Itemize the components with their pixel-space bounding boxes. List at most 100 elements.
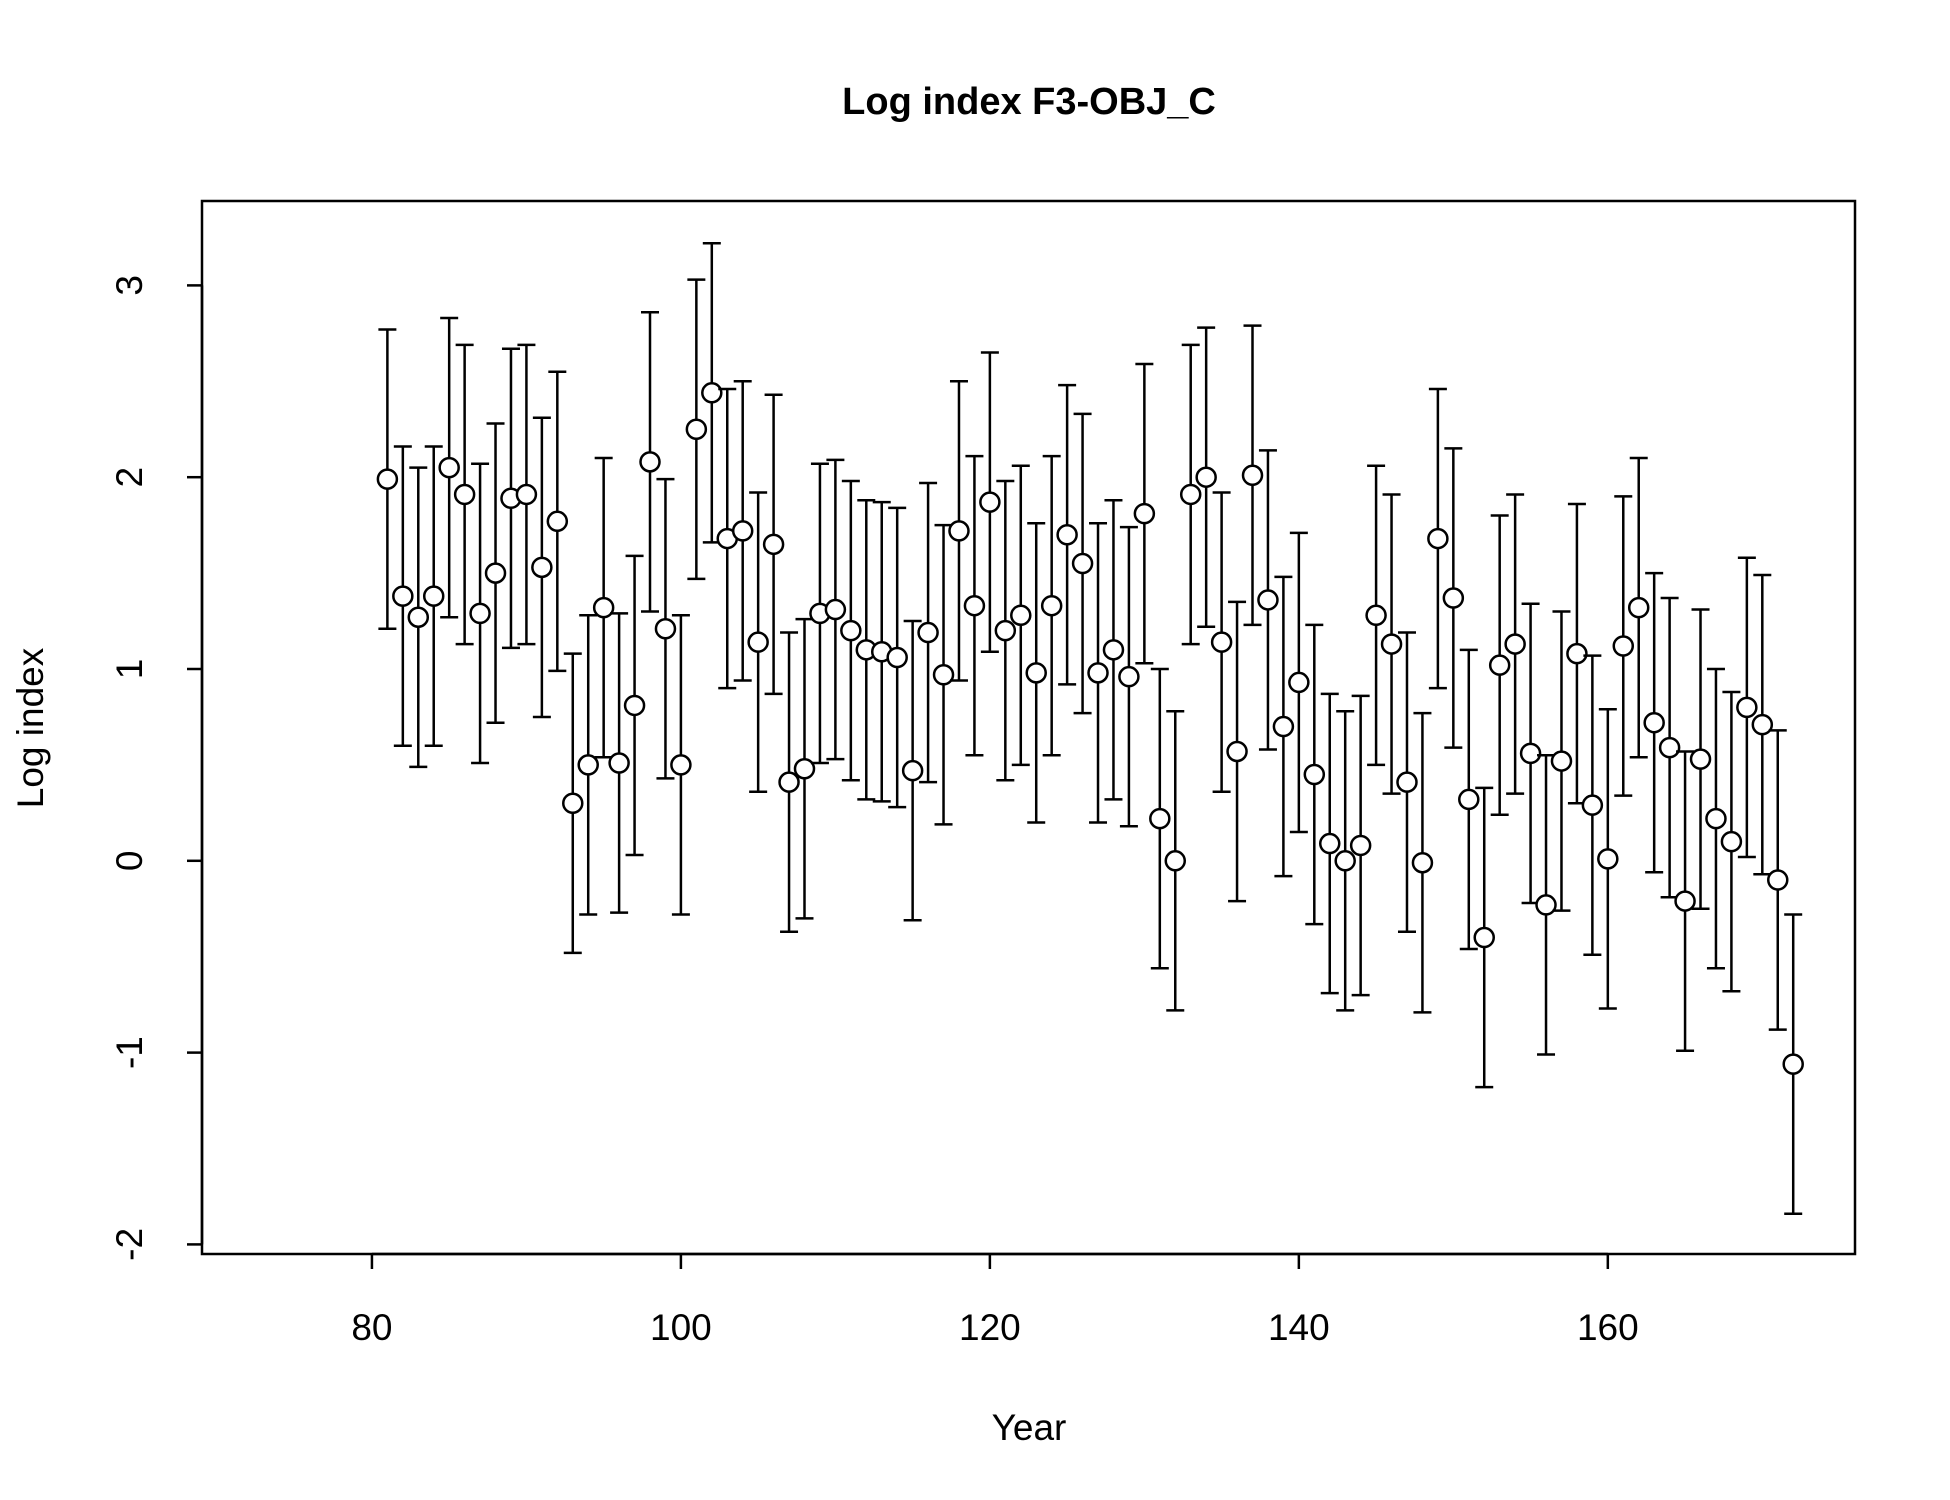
point (1705, 807, 1727, 830)
point (1010, 604, 1032, 627)
point (824, 598, 847, 621)
point (979, 491, 1001, 513)
point (701, 382, 723, 404)
point (1272, 715, 1295, 738)
y-tick-label: -2 (109, 1228, 150, 1261)
point (546, 510, 569, 533)
point (515, 483, 538, 506)
point (1751, 713, 1774, 736)
point (1720, 830, 1743, 853)
point (1056, 523, 1078, 546)
y-axis-label: Log index (10, 647, 51, 808)
point (886, 646, 908, 669)
y-tick-label: 1 (109, 659, 150, 680)
point (1349, 834, 1372, 857)
point (1689, 748, 1712, 770)
point (1658, 736, 1681, 759)
y-tick-label: 3 (109, 275, 150, 296)
point (1365, 604, 1387, 627)
point (376, 468, 399, 490)
point (1782, 1053, 1804, 1075)
x-tick-label: 140 (1268, 1307, 1330, 1348)
point (453, 483, 476, 506)
point (1643, 711, 1665, 734)
point (1519, 742, 1542, 765)
point (901, 759, 924, 782)
point (1040, 594, 1063, 617)
point (1118, 665, 1140, 688)
point (793, 757, 816, 780)
point (1133, 502, 1156, 525)
point (1210, 631, 1233, 653)
point (1427, 527, 1449, 550)
x-tick-label: 120 (959, 1307, 1021, 1348)
point (1396, 771, 1418, 793)
point (1674, 890, 1696, 912)
point (1504, 633, 1526, 655)
point (592, 596, 615, 619)
point (392, 585, 414, 607)
point (1303, 763, 1326, 786)
point (1334, 850, 1356, 872)
point (1767, 869, 1789, 891)
y-tick-label: 2 (109, 467, 150, 488)
chart-title: Log index F3-OBJ_C (842, 81, 1216, 123)
point (469, 602, 491, 625)
point (1411, 851, 1434, 874)
point (1550, 750, 1573, 772)
x-tick-label: 160 (1577, 1307, 1639, 1348)
point (531, 556, 553, 579)
point (1288, 671, 1310, 694)
point (963, 594, 986, 617)
point (422, 585, 445, 607)
point (840, 619, 862, 642)
point (670, 754, 692, 776)
x-tick-label: 80 (351, 1307, 392, 1348)
point (1257, 589, 1279, 611)
point (731, 520, 754, 542)
point (654, 617, 677, 640)
point (1195, 466, 1217, 488)
point (1164, 850, 1187, 872)
point (608, 752, 630, 774)
point (1025, 662, 1047, 684)
point (484, 562, 507, 584)
point (1535, 894, 1557, 916)
point (1149, 807, 1171, 830)
point (1241, 464, 1264, 487)
point (1442, 587, 1465, 609)
point (1612, 635, 1635, 657)
point (994, 619, 1017, 642)
point (1736, 696, 1758, 719)
point (1179, 483, 1202, 506)
point (562, 792, 584, 815)
x-tick-label: 100 (650, 1307, 712, 1348)
point (685, 418, 708, 440)
point (407, 606, 430, 628)
point (1597, 848, 1619, 870)
point (623, 694, 646, 717)
point (1581, 794, 1604, 816)
point (438, 456, 460, 479)
point (747, 631, 769, 653)
point (762, 533, 785, 556)
point (1226, 740, 1248, 763)
point (1473, 926, 1495, 949)
point (639, 451, 661, 473)
point (948, 520, 970, 542)
point (1071, 552, 1094, 575)
point (1087, 662, 1109, 684)
point (1627, 596, 1650, 619)
point (1380, 633, 1403, 655)
point (778, 771, 800, 793)
point (577, 754, 599, 776)
y-tick-label: -1 (109, 1036, 150, 1069)
x-axis-label: Year (992, 1407, 1067, 1448)
y-tick-label: 0 (109, 851, 150, 872)
point (1488, 654, 1511, 676)
point (917, 621, 939, 644)
point (1318, 832, 1341, 855)
point (932, 664, 955, 686)
